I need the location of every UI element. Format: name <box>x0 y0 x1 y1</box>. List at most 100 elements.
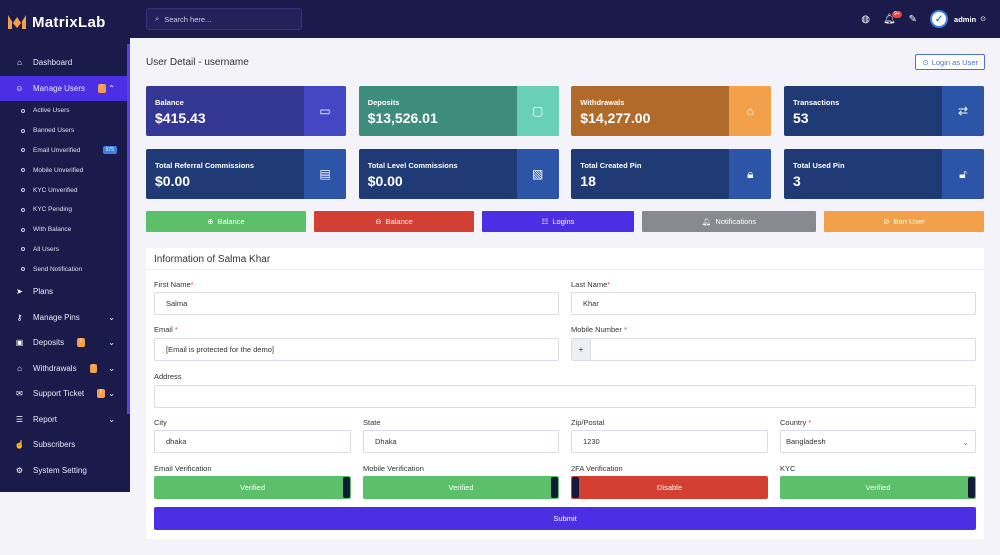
zip-label: Zip/Postal <box>571 418 605 427</box>
sidebar-subitem-label: With Balance <box>33 226 72 234</box>
list-icon: ☰ <box>15 414 24 424</box>
search-box[interactable]: ⌕ Search here... <box>146 8 302 30</box>
bullet-icon <box>21 148 25 153</box>
email-verification-toggle[interactable]: Verified <box>154 476 351 499</box>
stat-card-used-pin[interactable]: Total Used Pin 3 🔓︎ <box>784 149 984 199</box>
alert-badge: ! <box>98 83 106 93</box>
sidebar-item-deposits[interactable]: ▣ Deposits ! ⌄ <box>0 330 127 356</box>
lock-icon: 🔒︎ <box>729 149 772 199</box>
brand-logo[interactable]: MatrixLab <box>0 0 130 44</box>
bullet-icon <box>21 207 25 212</box>
sidebar-subitem-email-unverified[interactable]: Email Unverified 575 <box>0 141 127 161</box>
sidebar-item-label: Manage Users <box>33 83 86 93</box>
sidebar-subitem-kyc-pending[interactable]: KYC Pending <box>0 200 127 220</box>
last-name-label: Last Name* <box>571 280 611 289</box>
stat-card-referral-commissions[interactable]: Total Referral Commissions $0.00 ▤ <box>146 149 346 199</box>
state-input[interactable]: Dhaka <box>363 430 559 453</box>
sidebar-item-manage-users[interactable]: ☺ Manage Users ! ⌃ <box>0 75 127 101</box>
chevron-down-icon: ⌄ <box>962 438 969 447</box>
sidebar-item-subscribers[interactable]: ☝ Subscribers <box>0 432 127 458</box>
logins-button[interactable]: ☷ Logins <box>482 211 634 232</box>
sidebar-item-label: Subscribers <box>33 440 76 450</box>
sidebar-subitem-all-users[interactable]: All Users <box>0 240 127 260</box>
submit-button[interactable]: Submit <box>154 507 976 530</box>
last-name-input[interactable]: Khar <box>571 292 976 315</box>
toggle-state: Verified <box>239 483 266 492</box>
avatar[interactable]: ✓ <box>930 10 949 28</box>
sidebar-subitem-send-notification[interactable]: Send Notification <box>0 259 127 279</box>
sidebar-item-label: Report <box>33 414 58 424</box>
login-icon: ⊙ <box>922 57 929 67</box>
globe-icon[interactable]: ◍ <box>861 13 870 25</box>
sidebar-item-report[interactable]: ☰ Report ⌄ <box>0 407 127 433</box>
wrench-icon[interactable]: ✎ <box>908 13 918 25</box>
user-info-panel: Information of Salma Khar First Name* Sa… <box>146 248 984 539</box>
twofa-verification-toggle[interactable]: Disable <box>571 476 768 499</box>
zip-input[interactable]: 1230 <box>571 430 768 453</box>
users-icon: ☺ <box>15 83 24 93</box>
mobile-verification-toggle[interactable]: Verified <box>363 476 559 499</box>
notifications-button[interactable]: 🔔︎ Notifications <box>642 211 816 232</box>
sidebar-item-system-setting[interactable]: ⚙ System Setting <box>0 458 127 484</box>
sidebar-scrollbar[interactable] <box>127 44 130 414</box>
user-name[interactable]: admin <box>954 14 977 24</box>
mobile-verification-label: Mobile Verification <box>363 464 424 473</box>
stat-value: $0.00 <box>367 173 403 189</box>
button-label: Notifications <box>715 217 757 226</box>
alert-badge: ! <box>89 363 98 373</box>
stat-card-transactions[interactable]: Transactions 53 ⇄ <box>784 86 984 136</box>
sidebar-subitem-active-users[interactable]: Active Users <box>0 101 127 121</box>
sidebar-item-manage-pins[interactable]: ⚷ Manage Pins ⌄ <box>0 305 127 331</box>
alert-badge: ! <box>77 338 85 348</box>
sidebar-subitem-kyc-unverified[interactable]: KYC Unverified <box>0 180 127 200</box>
list-icon: ☷ <box>541 217 549 226</box>
count-badge: 575 <box>102 146 117 155</box>
sidebar-subitem-banned-users[interactable]: Banned Users <box>0 121 127 141</box>
button-label: Balance <box>217 217 245 226</box>
chevron-down-icon[interactable]: ⊙ <box>980 16 986 23</box>
city-label: City <box>154 418 167 427</box>
logo-mark-icon <box>8 15 26 29</box>
bell-icon[interactable]: 🔔︎ 9+ <box>882 10 902 25</box>
stat-label: Total Level Commissions <box>367 161 458 170</box>
search-input[interactable]: Search here... <box>164 14 212 24</box>
first-name-input[interactable]: Salma <box>154 292 559 315</box>
toggle-knob <box>551 477 558 498</box>
stat-value: $415.43 <box>155 110 206 126</box>
sidebar-subitem-with-balance[interactable]: With Balance <box>0 220 127 240</box>
kyc-toggle[interactable]: Verified <box>780 476 976 499</box>
sidebar: MatrixLab ⌂ Dashboard ☺ Manage Users ! ⌃… <box>0 0 130 492</box>
wallet-icon: ▣ <box>15 338 24 348</box>
stat-card-balance[interactable]: Balance $415.43 ▭ <box>146 86 346 136</box>
divider <box>146 269 984 270</box>
sidebar-item-support-ticket[interactable]: ✉ Support Ticket ! ⌄ <box>0 381 127 407</box>
add-balance-button[interactable]: ⊕ Balance <box>146 211 306 232</box>
ban-user-button[interactable]: ⊘ Ban User <box>824 211 984 232</box>
bullet-icon <box>21 108 25 113</box>
sidebar-subitem-label: Send Notification <box>33 265 83 273</box>
sidebar-subitem-mobile-unverified[interactable]: Mobile Unverified <box>0 160 127 180</box>
sidebar-item-label: Support Ticket <box>33 389 85 399</box>
sidebar-item-label: Manage Pins <box>33 312 80 322</box>
stat-card-level-commissions[interactable]: Total Level Commissions $0.00 ▧ <box>358 149 559 199</box>
mobile-number-input[interactable] <box>590 338 976 361</box>
city-input[interactable]: dhaka <box>154 430 351 453</box>
country-select[interactable]: Bangladesh ⌄ <box>780 430 976 453</box>
stat-card-withdrawals[interactable]: Withdrawals $14,277.00 ⌂ <box>571 86 772 136</box>
sidebar-item-plans[interactable]: ➤ Plans <box>0 279 127 305</box>
subtract-balance-button[interactable]: ⊖ Balance <box>314 211 474 232</box>
sidebar-item-withdrawals[interactable]: ⌂ Withdrawals ! ⌄ <box>0 356 127 382</box>
login-as-user-label: Login as User <box>931 57 978 67</box>
button-label: Balance <box>385 217 413 226</box>
toggle-knob <box>572 477 579 498</box>
stat-value: 53 <box>793 110 809 126</box>
stat-card-deposits[interactable]: Deposits $13,526.01 ▢ <box>358 86 559 136</box>
address-input[interactable] <box>154 385 976 408</box>
sidebar-subitem-label: Email Unverified <box>33 146 81 154</box>
stat-card-created-pin[interactable]: Total Created Pin 18 🔒︎ <box>571 149 772 199</box>
email-field[interactable]: [Email is protected for the demo] <box>154 338 559 361</box>
stat-label: Balance <box>155 98 184 107</box>
page-title: User Detail - username <box>146 57 249 68</box>
sidebar-item-dashboard[interactable]: ⌂ Dashboard <box>0 50 127 76</box>
login-as-user-button[interactable]: ⊙ Login as User <box>915 54 985 70</box>
